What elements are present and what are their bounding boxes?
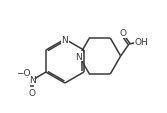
Text: −O: −O [16, 68, 31, 77]
Text: N: N [62, 35, 68, 44]
Text: N: N [29, 76, 36, 85]
Text: N: N [76, 52, 82, 61]
Text: O: O [29, 88, 36, 97]
Text: +: + [33, 75, 37, 80]
Text: O: O [120, 29, 127, 38]
Text: OH: OH [135, 38, 148, 47]
